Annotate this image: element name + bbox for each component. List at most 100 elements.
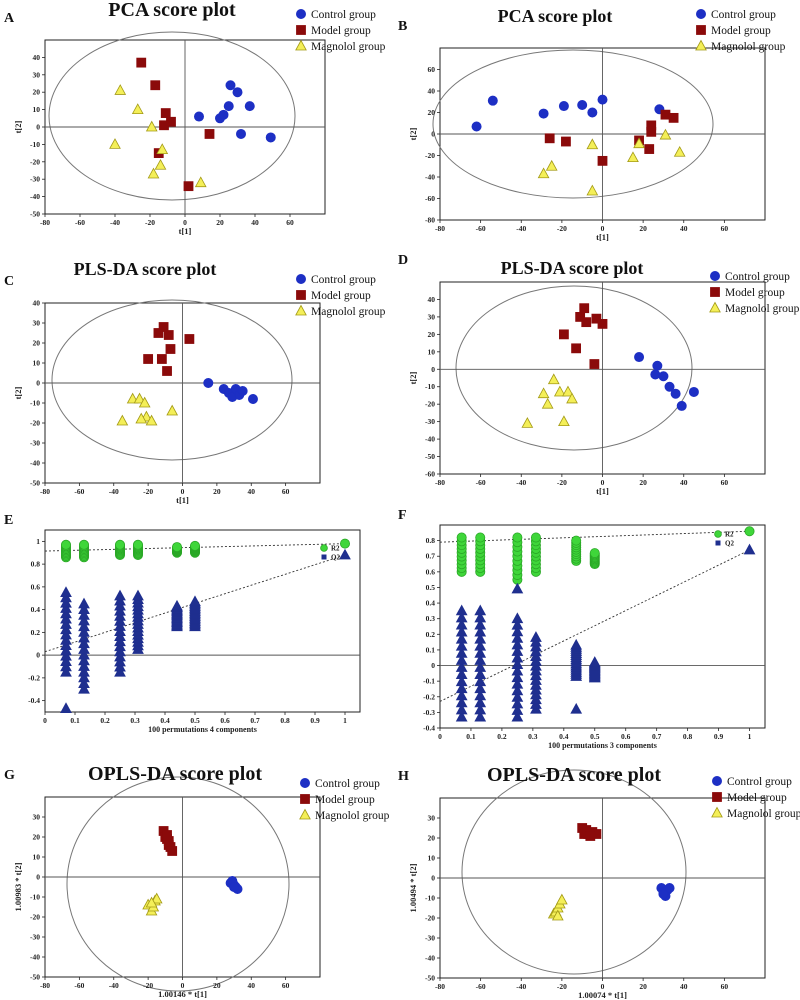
legend: Control group Model group Magnolol group — [295, 273, 386, 318]
chart-title: PCA score plot — [498, 6, 613, 26]
y-tick-label: 0.7 — [426, 552, 436, 561]
y-tick-label: -80 — [425, 216, 435, 225]
x-tick-label: 0.2 — [100, 716, 110, 725]
x-tick-label: -60 — [476, 478, 486, 487]
legend-marker — [710, 270, 721, 281]
x-axis-label: t[1] — [596, 232, 609, 242]
data-point-circle — [652, 360, 663, 371]
q2-permutation-point — [60, 612, 72, 624]
x-tick-label: 0.8 — [683, 732, 693, 741]
x-axis-label: t[1] — [596, 486, 609, 496]
x-tick-label: -40 — [516, 224, 526, 233]
legend: Control group Model group Magnolol group — [299, 778, 390, 822]
legend-label: Control group — [725, 271, 790, 283]
y-tick-label: 40 — [428, 295, 436, 304]
r2-permutation-point — [79, 539, 90, 550]
data-point-circle — [634, 352, 645, 363]
q2-permutation-point — [60, 596, 72, 608]
data-point-circle — [558, 101, 569, 112]
q2-permutation-point — [60, 623, 72, 635]
data-point-square — [162, 366, 172, 376]
legend-label: Magnolol group — [725, 303, 800, 315]
q2-permutation-point — [511, 645, 524, 656]
x-tick-label: 20 — [639, 224, 647, 233]
data-point-square — [591, 313, 602, 324]
data-point-triangle — [166, 404, 179, 416]
q2-permutation-point — [60, 628, 72, 640]
panel-letter: D — [398, 253, 408, 268]
data-point-square — [581, 317, 592, 328]
legend-marker — [696, 8, 707, 19]
q2-permutation-point — [78, 597, 90, 609]
q2-permutation-point — [511, 651, 524, 663]
q2-permutation-point — [78, 665, 90, 677]
q2-permutation-point — [511, 677, 524, 689]
x-tick-label: 40 — [680, 224, 688, 233]
q2-permutation-point — [78, 626, 90, 637]
y-tick-label: -40 — [30, 953, 40, 962]
q2-permutation-point — [60, 639, 72, 651]
legend-marker — [695, 39, 707, 51]
x-tick-label: 1 — [343, 716, 347, 725]
data-point-triangle — [154, 158, 167, 170]
q2-permutation-point — [455, 604, 468, 616]
x-tick-label: 0.4 — [160, 716, 170, 725]
y-axis-label: t[2] — [408, 371, 418, 384]
q2-permutation-point — [60, 591, 72, 603]
y-tick-label: 0 — [431, 365, 435, 374]
data-point-triangle — [194, 176, 207, 188]
x-tick-label: 0.5 — [590, 732, 600, 741]
x-tick-label: 0.2 — [497, 732, 507, 741]
q2-permutation-point — [60, 607, 72, 619]
legend-marker — [295, 8, 306, 19]
q2-permutation-point — [455, 654, 468, 665]
q2-permutation-point — [455, 703, 468, 715]
chart-title: PLS-DA score plot — [74, 259, 217, 279]
data-point-triangle — [145, 120, 158, 132]
y-tick-label: 30 — [33, 813, 41, 822]
q2-regression-line — [439, 549, 750, 702]
q2-permutation-point — [60, 618, 72, 629]
x-tick-label: 0.3 — [528, 732, 538, 741]
r2-permutation-point — [530, 532, 541, 543]
r2-permutation-point — [512, 532, 523, 543]
data-point-triangle — [537, 387, 550, 399]
r2-permutation-point — [589, 548, 600, 559]
panel-h: H -80 -60 -40 -20 0 20 40 60 -50 -40 -30 -20 -10 0 10 20… — [398, 764, 800, 1000]
data-point-triangle — [133, 392, 146, 404]
y-tick-label: -40 — [30, 459, 40, 468]
x-tick-label: 0 — [181, 981, 185, 990]
y-tick-label: 60 — [428, 65, 436, 74]
q2-permutation-point — [474, 647, 487, 658]
x-tick-label: -20 — [145, 218, 155, 227]
x-tick-label: 60 — [721, 478, 729, 487]
panel-letter: C — [4, 274, 14, 289]
y-axis-label: t[2] — [408, 127, 418, 140]
panel-letter: E — [4, 513, 13, 528]
x-tick-label: 0.6 — [220, 716, 230, 725]
y-tick-label: 20 — [428, 834, 436, 843]
q2-permutation-point — [189, 595, 201, 607]
data-point-triangle — [673, 145, 686, 157]
q2-permutation-point — [474, 675, 487, 687]
x-tick-label: 20 — [213, 981, 221, 990]
y-tick-label: -20 — [30, 157, 40, 166]
q2-permutation-point — [60, 644, 72, 656]
x-tick-label: -20 — [557, 224, 567, 233]
q2-permutation-point — [570, 702, 583, 714]
legend-marker — [711, 806, 723, 818]
data-point-square — [589, 359, 600, 369]
y-tick-label: 10 — [33, 105, 41, 114]
y-tick-label: -30 — [30, 439, 40, 448]
data-point-circle — [247, 393, 258, 404]
x-tick-label: 40 — [248, 487, 256, 496]
panel-letter: H — [398, 769, 409, 784]
y-tick-label: -50 — [425, 974, 435, 983]
y-tick-label: -10 — [425, 894, 435, 903]
q2-permutation-point — [60, 702, 72, 713]
x-tick-label: 0 — [181, 487, 185, 496]
q2-permutation-point — [132, 589, 144, 601]
data-point-square — [158, 322, 169, 332]
y-axis-label: t[2] — [13, 386, 23, 399]
y-tick-label: 0.5 — [426, 583, 436, 592]
